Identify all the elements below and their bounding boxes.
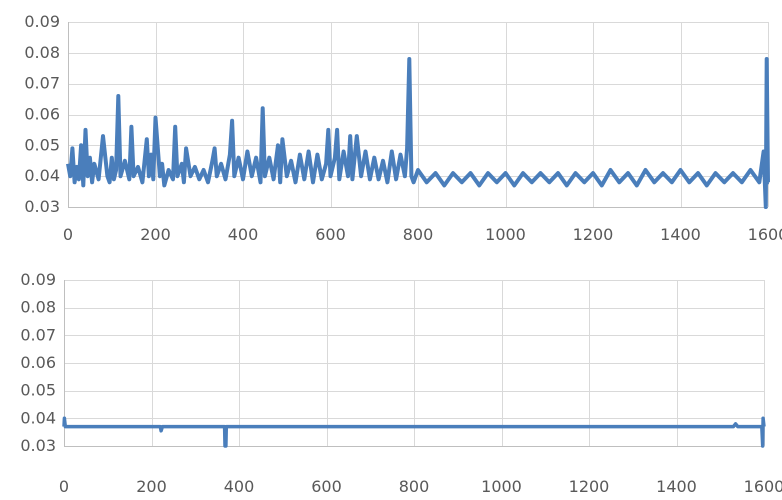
x-tick-label: 1400 (656, 477, 697, 496)
y-tick-label: 0.08 (24, 43, 60, 62)
x-tick-label: 400 (224, 477, 255, 496)
x-tick-label: 600 (315, 225, 346, 240)
y-tick-label: 0.06 (24, 105, 60, 124)
x-tick-label: 0 (59, 477, 69, 496)
y-tick-label: 0.03 (20, 436, 56, 455)
x-tick-label: 200 (140, 225, 171, 240)
x-tick-label: 1200 (573, 225, 614, 240)
y-tick-label: 0.05 (20, 381, 56, 400)
x-tick-label: 200 (136, 477, 167, 496)
y-tick-labels: 0.03 0.04 0.05 0.06 0.07 0.08 0.09 (20, 270, 56, 455)
x-tick-label: 1600 (748, 225, 782, 240)
x-tick-label: 1000 (485, 225, 526, 240)
chart-bottom: 0.03 0.04 0.05 0.06 0.07 0.08 0.09 0 200 400 600 8… (20, 270, 782, 496)
y-tick-label: 0.08 (20, 298, 56, 317)
y-tick-label: 0.04 (20, 408, 56, 427)
series-layer (66, 57, 770, 209)
y-tick-label: 0.03 (24, 197, 60, 216)
x-tick-label: 1200 (569, 477, 610, 496)
y-tick-label: 0.09 (24, 12, 60, 31)
y-tick-label: 0.06 (20, 353, 56, 372)
x-tick-label: 600 (311, 477, 342, 496)
x-tick-label: 400 (228, 225, 259, 240)
y-tick-label: 0.04 (24, 166, 60, 185)
x-tick-label: 1000 (481, 477, 522, 496)
y-tick-labels: 0.03 0.04 0.05 0.06 0.07 0.08 0.09 (24, 12, 60, 216)
x-tick-labels: 0 200 400 600 800 1000 1200 1400 1600 (63, 225, 782, 240)
y-tick-label: 0.05 (24, 135, 60, 154)
x-tick-label: 1600 (744, 477, 782, 496)
x-tick-label: 0 (63, 225, 73, 240)
x-tick-label: 800 (403, 225, 434, 240)
x-tick-label: 1400 (660, 225, 701, 240)
y-tick-label: 0.07 (20, 325, 56, 344)
x-gridlines (152, 280, 765, 446)
x-tick-labels: 0 200 400 600 800 1000 1200 1400 1600 (59, 477, 782, 496)
series-line (62, 416, 766, 448)
chart-top: 0.03 0.04 0.05 0.06 0.07 0.08 0.09 0 200 400 600 8… (24, 12, 782, 240)
y-tick-label: 0.09 (20, 270, 56, 289)
x-tick-label: 800 (399, 477, 430, 496)
series-layer (62, 416, 766, 448)
y-tick-label: 0.07 (24, 74, 60, 93)
series-line (66, 57, 770, 209)
